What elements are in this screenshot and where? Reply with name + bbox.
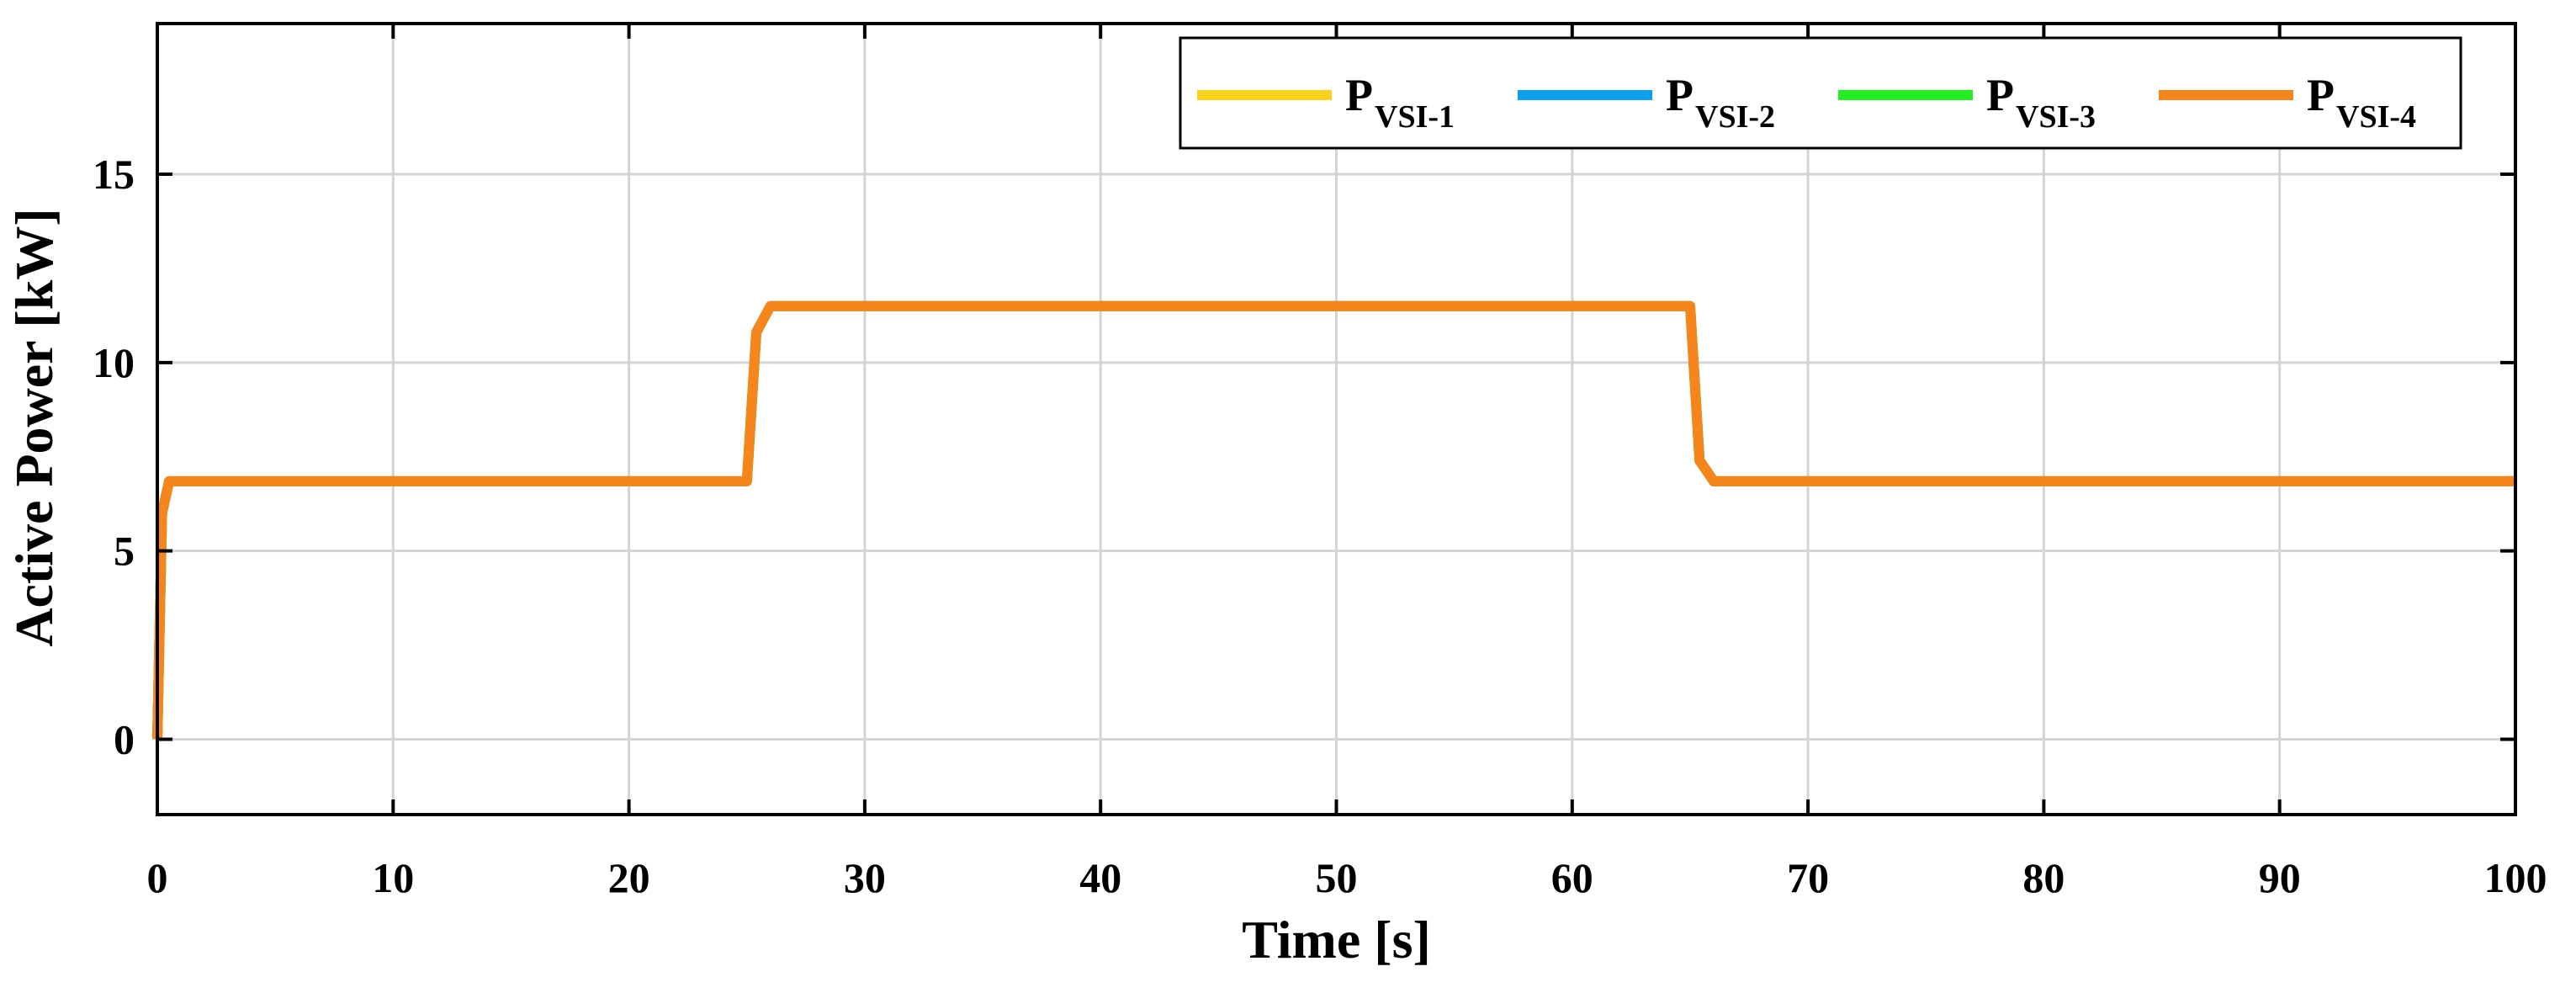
- x-tick-labels: 0 10 20 30 40 50 60 70 80 90 100: [147, 854, 2547, 901]
- x-axis-title: Time [s]: [1242, 910, 1431, 969]
- legend-entry-label: PVSI-4: [2307, 70, 2416, 135]
- legend-label-subscript: VSI-4: [2336, 99, 2416, 135]
- y-tick-labels: 0 5 10 15: [93, 151, 135, 762]
- legend-label-main: P: [1666, 70, 1693, 120]
- legend-label-main: P: [1986, 70, 2014, 120]
- x-tick-label: 20: [608, 854, 650, 901]
- y-tick-label: 0: [114, 715, 135, 762]
- legend-label-subscript: VSI-1: [1375, 99, 1455, 135]
- y-tick-label: 5: [114, 528, 135, 575]
- x-tick-label: 90: [2259, 854, 2301, 901]
- legend-label-subscript: VSI-2: [1695, 99, 1775, 135]
- legend-entry-label: PVSI-1: [1345, 70, 1455, 135]
- x-tick-label: 60: [1551, 854, 1593, 901]
- x-tick-label: 80: [2022, 854, 2065, 901]
- series-line-vsi-4: [152, 300, 2515, 740]
- legend-label-main: P: [2307, 70, 2335, 120]
- legend-label-subscript: VSI-3: [2016, 99, 2096, 135]
- legend-label-main: P: [1345, 70, 1373, 120]
- x-tick-label: 50: [1316, 854, 1358, 901]
- x-tick-label: 0: [147, 854, 168, 901]
- grid: [157, 24, 2515, 815]
- x-tick-label: 30: [844, 854, 886, 901]
- series-lines: [152, 300, 2515, 740]
- y-tick-label: 10: [93, 339, 135, 386]
- axis-ticks: [156, 24, 2517, 815]
- x-tick-label: 10: [372, 854, 414, 901]
- legend-entry-label: PVSI-3: [1986, 70, 2096, 135]
- x-tick-label: 70: [1787, 854, 1829, 901]
- x-tick-label: 40: [1079, 854, 1121, 901]
- y-tick-label: 15: [93, 151, 135, 198]
- x-tick-label: 100: [2484, 854, 2547, 901]
- y-axis-title: Active Power [kW]: [4, 208, 64, 646]
- legend: PVSI-1 PVSI-2 PVSI-3 PVSI-4: [1179, 36, 2462, 150]
- legend-entry-label: PVSI-2: [1666, 70, 1775, 135]
